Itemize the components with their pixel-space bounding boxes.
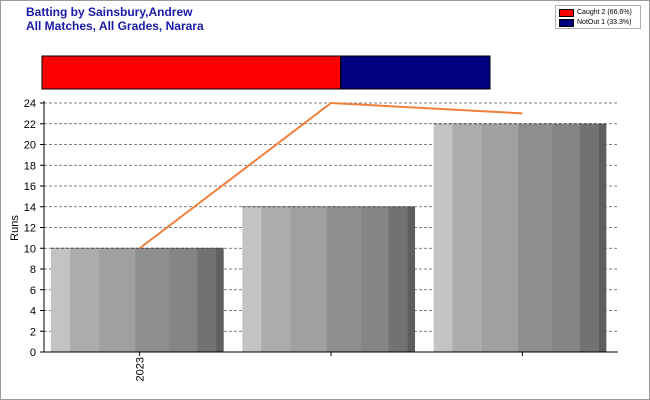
- bar-2: [433, 123, 607, 352]
- y-tick-label: 10: [24, 243, 36, 255]
- y-tick-label: 0: [30, 347, 36, 359]
- dismissal-segment-notout: [340, 55, 491, 90]
- y-tick-label: 8: [30, 264, 36, 276]
- x-tick-label: 2023: [135, 357, 147, 381]
- runs-line: [139, 101, 523, 250]
- bar-band: [135, 248, 171, 352]
- bar-band: [580, 123, 600, 352]
- dismissal-segment-caught: [41, 55, 342, 90]
- y-tick-label: 18: [24, 160, 36, 172]
- legend-label-caught: Caught 2 (66.6%): [577, 9, 632, 16]
- chart-title: Batting by Sainsbury,Andrew All Matches,…: [26, 5, 204, 33]
- bar-0: [51, 247, 224, 352]
- bar-band: [216, 248, 224, 352]
- bar-band: [388, 206, 409, 352]
- runs-line-path: [139, 101, 523, 250]
- bar-band: [452, 123, 483, 352]
- legend-swatch-notout: [559, 19, 574, 27]
- bars: [51, 123, 607, 352]
- y-axis-title: Runs: [9, 215, 21, 241]
- bar-band: [197, 248, 217, 352]
- x-tick-labels: 2023: [135, 352, 523, 381]
- legend-swatch-caught: [559, 9, 574, 17]
- bar-band: [261, 206, 292, 352]
- y-tick-label: 2: [30, 326, 36, 338]
- bar-band: [242, 206, 262, 352]
- bar-band: [69, 248, 100, 352]
- bar-band: [290, 206, 328, 352]
- bar-band: [99, 248, 136, 352]
- y-tick-label: 12: [24, 223, 36, 235]
- bar-band: [407, 206, 416, 352]
- bar-band: [361, 206, 390, 352]
- title-line-2: All Matches, All Grades, Narara: [26, 19, 204, 33]
- dismissal-bar: [41, 55, 491, 90]
- y-tick-label: 22: [24, 119, 36, 131]
- bar-band: [518, 123, 553, 352]
- y-tick-label: 24: [24, 98, 36, 110]
- bar-1: [242, 206, 416, 352]
- y-tick-label: 6: [30, 285, 36, 297]
- y-tick-label: 14: [24, 202, 36, 214]
- bar-band: [51, 248, 71, 352]
- bar-band: [433, 123, 454, 352]
- y-tick-label: 4: [30, 306, 36, 318]
- bar-band: [169, 248, 198, 352]
- y-tick-label: 16: [24, 181, 36, 193]
- y-tick-label: 20: [24, 140, 36, 152]
- bar-band: [598, 123, 607, 352]
- bar-band: [481, 123, 519, 352]
- legend-label-notout: NotOut 1 (33.3%): [577, 19, 632, 26]
- bar-band: [326, 206, 362, 352]
- bar-band: [552, 123, 581, 352]
- title-line-1: Batting by Sainsbury,Andrew: [26, 5, 193, 19]
- legend: Caught 2 (66.6%) NotOut 1 (33.3%): [555, 5, 641, 29]
